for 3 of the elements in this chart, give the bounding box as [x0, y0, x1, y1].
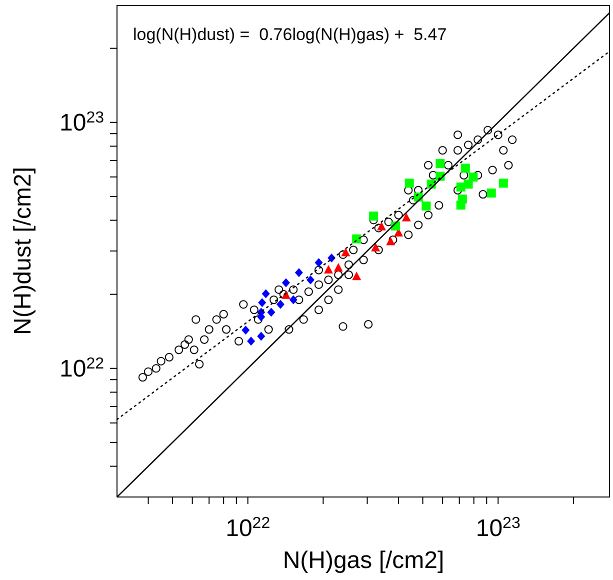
annotation: log(N(H)dust) = 0.76log(N(H)gas) + 5.47 [133, 25, 447, 45]
y-axis-title: N(H)dust [/cm2] [10, 166, 37, 336]
x-axis-title: N(H)gas [/cm2] [282, 547, 444, 574]
